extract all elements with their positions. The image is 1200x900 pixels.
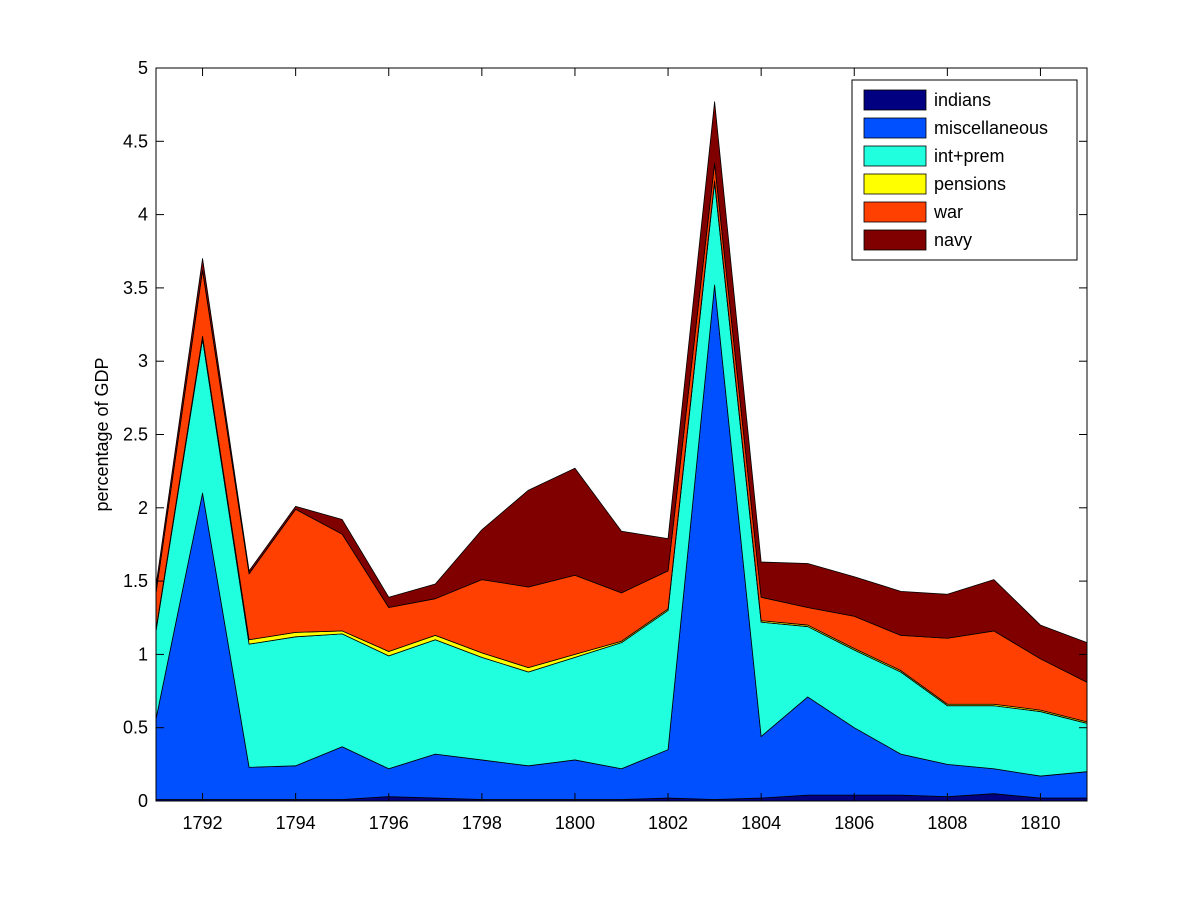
- y-tick-label: 3: [138, 351, 148, 371]
- x-tick-label: 1800: [555, 813, 595, 833]
- y-axis-label: percentage of GDP: [92, 357, 112, 511]
- y-tick-label: 5: [138, 58, 148, 78]
- x-tick-label: 1810: [1020, 813, 1060, 833]
- legend-swatch: [863, 173, 927, 195]
- x-tick-label: 1802: [648, 813, 688, 833]
- y-tick-label: 4.5: [123, 131, 148, 151]
- x-tick-label: 1808: [927, 813, 967, 833]
- x-tick-label: 1794: [276, 813, 316, 833]
- x-tick-label: 1806: [834, 813, 874, 833]
- x-tick-label: 1796: [369, 813, 409, 833]
- y-tick-label: 4: [138, 205, 148, 225]
- axis-ticks: 1792 1794 1796 1798 1800 1802 1804 1806 1808 1810…: [123, 58, 1087, 833]
- x-tick-label: 1792: [183, 813, 223, 833]
- y-tick-label: 2: [138, 498, 148, 518]
- legend: indians miscellaneous int+prem pensions war n…: [851, 79, 1078, 261]
- legend-label: war: [933, 202, 963, 222]
- y-tick-label: 3.5: [123, 278, 148, 298]
- legend-swatch: [863, 145, 927, 167]
- y-tick-label: 1.5: [123, 571, 148, 591]
- y-tick-label: 0: [138, 791, 148, 811]
- y-tick-label: 1: [138, 644, 148, 664]
- legend-label: navy: [934, 230, 972, 250]
- legend-swatch: [863, 201, 927, 223]
- legend-label: miscellaneous: [934, 118, 1048, 138]
- y-tick-label: 0.5: [123, 718, 148, 738]
- legend-swatch: [863, 117, 927, 139]
- x-tick-label: 1798: [462, 813, 502, 833]
- legend-label: int+prem: [934, 146, 1005, 166]
- y-tick-label: 2.5: [123, 425, 148, 445]
- legend-swatch: [863, 229, 927, 251]
- legend-label: indians: [934, 90, 991, 110]
- x-tick-label: 1804: [741, 813, 781, 833]
- legend-swatch: [863, 89, 927, 111]
- legend-label: pensions: [934, 174, 1006, 194]
